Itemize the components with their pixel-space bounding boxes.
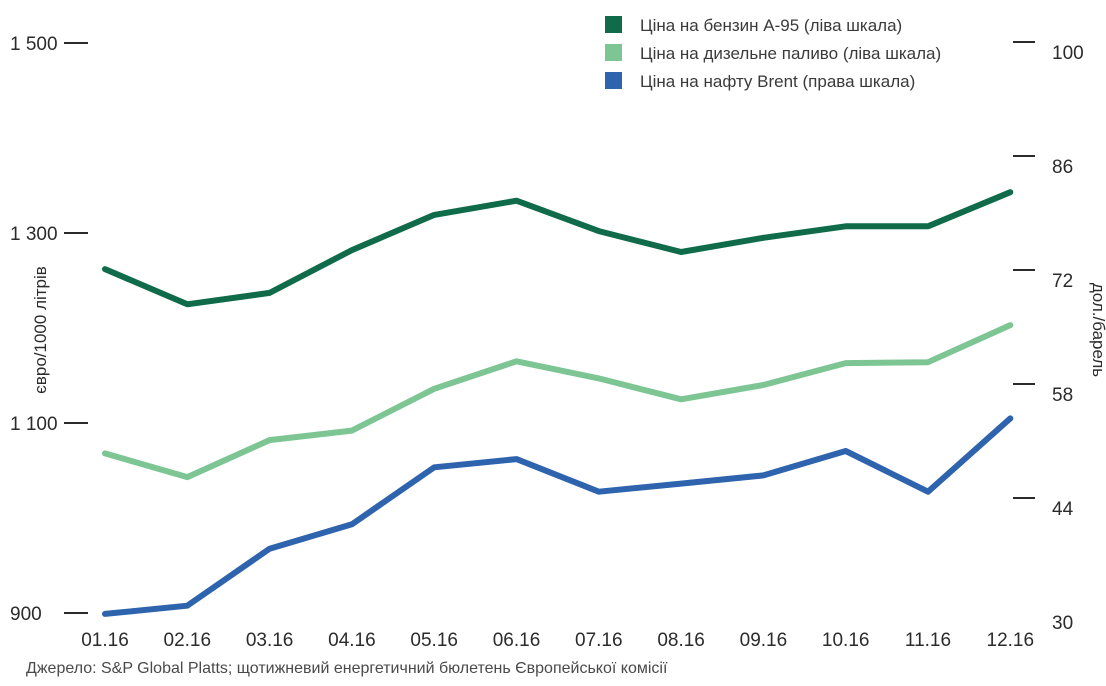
x-axis-tick-label: 06.16: [493, 630, 541, 651]
legend-label-2: Ціна на дизельне паливо (ліва шкала): [640, 44, 941, 63]
legend-swatch-2: [605, 44, 622, 61]
series-line-3: [102, 415, 1014, 617]
right-axis-tick-label: 58: [1052, 385, 1073, 406]
right-axis-tick-label: 30: [1052, 613, 1073, 634]
x-axis-tick-label: 04.16: [328, 630, 376, 651]
source-note: Джерело: S&P Global Platts; щотижневий е…: [26, 660, 668, 677]
x-axis-tick-label: 11.16: [905, 630, 951, 651]
right-axis-tick-label: 44: [1052, 499, 1074, 520]
legend-swatch-1: [605, 16, 622, 33]
left-axis-title: євро/1000 літрів: [31, 266, 50, 394]
x-axis-tick-label: 10.16: [822, 630, 870, 651]
right-axis-tick-label: 86: [1052, 157, 1073, 178]
x-axis-tick-label: 12.16: [987, 630, 1035, 651]
left-axis-tick-label: 1 500: [10, 34, 58, 55]
x-axis-tick-label: 05.16: [410, 630, 458, 651]
right-axis-tick-label: 100: [1052, 43, 1084, 64]
left-axis-tick-label: 1 300: [10, 224, 58, 245]
legend-swatch-3: [605, 72, 622, 89]
left-axis-tick-label: 900: [10, 604, 42, 625]
x-axis-tick-label: 03.16: [246, 630, 294, 651]
legend-label-3: Ціна на нафту Brent (права шкала): [640, 72, 915, 91]
x-axis-tick-label: 09.16: [740, 630, 788, 651]
line-chart: 900 1 100 1 300 1 500 30 44 58 72 86 100 євро/1000…: [10, 16, 1106, 651]
series-line-2: [102, 322, 1014, 481]
x-axis-tick-label: 08.16: [657, 630, 705, 651]
x-axis-tick-label: 07.16: [575, 630, 623, 651]
left-axis-tick-label: 1 100: [10, 414, 58, 435]
right-axis-tick-label: 72: [1052, 271, 1073, 292]
series-line-1: [102, 189, 1014, 308]
legend-label-1: Ціна на бензин А-95 (ліва шкала): [640, 16, 902, 35]
right-axis-title: дол./барель: [1089, 283, 1106, 377]
x-axis-tick-label: 02.16: [164, 630, 212, 651]
x-axis-tick-label: 01.16: [81, 630, 129, 651]
